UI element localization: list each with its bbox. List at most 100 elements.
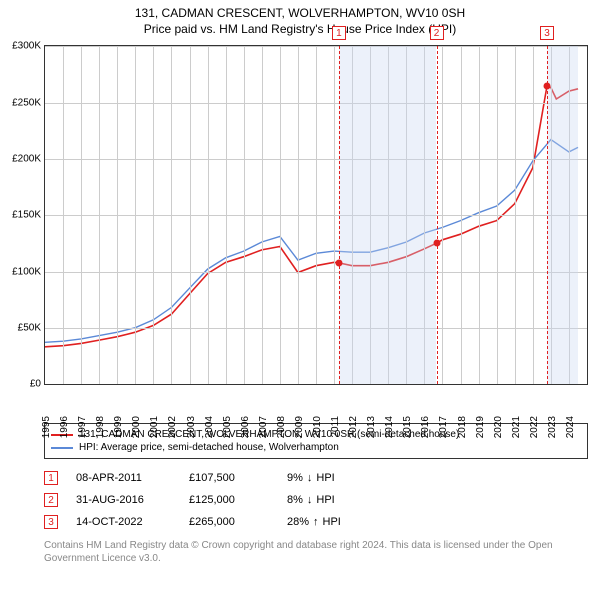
shade-band (547, 46, 578, 384)
gridline-v (226, 46, 227, 384)
x-axis-label: 1998 (92, 416, 106, 438)
y-axis-label: £300K (12, 41, 45, 52)
sales-diff-pct-3: 28% (287, 516, 309, 528)
gridline-v (497, 46, 498, 384)
marker-dot-3 (544, 82, 551, 89)
legend-swatch-hpi (51, 447, 73, 449)
sales-price-1: £107,500 (189, 472, 269, 484)
x-axis-label: 2011 (327, 416, 341, 438)
sales-table: 1 08-APR-2011 £107,500 9% ↓ HPI 2 31-AUG… (44, 467, 588, 533)
x-axis-label: 2005 (219, 416, 233, 438)
sales-date-1: 08-APR-2011 (76, 472, 171, 484)
gridline-v (171, 46, 172, 384)
sales-row-1: 1 08-APR-2011 £107,500 9% ↓ HPI (44, 467, 588, 489)
x-axis-label: 2015 (399, 416, 413, 438)
sales-marker-3: 3 (44, 515, 58, 529)
title-block: 131, CADMAN CRESCENT, WOLVERHAMPTON, WV1… (0, 0, 600, 39)
x-axis-label: 2012 (345, 416, 359, 438)
shade-band (339, 46, 437, 384)
sales-date-2: 31-AUG-2016 (76, 494, 171, 506)
y-axis-label: £0 (30, 379, 45, 390)
gridline-v (99, 46, 100, 384)
marker-dot-1 (335, 260, 342, 267)
y-axis-label: £100K (12, 266, 45, 277)
x-axis-label: 2006 (237, 416, 251, 438)
sales-diff-pct-1: 9% (287, 472, 303, 484)
marker-box-3: 3 (540, 26, 554, 40)
marker-line-1 (339, 46, 340, 384)
marker-box-2: 2 (430, 26, 444, 40)
gridline-v (190, 46, 191, 384)
sales-row-3: 3 14-OCT-2022 £265,000 28% ↑ HPI (44, 511, 588, 533)
x-axis-label: 2020 (490, 416, 504, 438)
gridline-v (316, 46, 317, 384)
sales-price-3: £265,000 (189, 516, 269, 528)
sales-diff-label-3: HPI (323, 516, 341, 528)
x-axis-label: 2002 (164, 416, 178, 438)
gridline-v (515, 46, 516, 384)
x-axis-label: 2014 (381, 416, 395, 438)
gridline-v (262, 46, 263, 384)
gridline-v (298, 46, 299, 384)
gridline-v (461, 46, 462, 384)
x-axis-label: 2018 (454, 416, 468, 438)
gridline-v (135, 46, 136, 384)
x-axis-label: 2003 (183, 416, 197, 438)
x-axis-label: 2019 (472, 416, 486, 438)
arrow-up-icon: ↑ (313, 516, 319, 528)
attribution-text: Contains HM Land Registry data © Crown c… (44, 539, 588, 565)
arrow-down-icon: ↓ (307, 472, 313, 484)
marker-line-2 (437, 46, 438, 384)
chart-subtitle: Price paid vs. HM Land Registry's House … (10, 22, 590, 38)
x-axis-label: 2023 (544, 416, 558, 438)
arrow-down-icon: ↓ (307, 494, 313, 506)
x-axis-label: 2022 (526, 416, 540, 438)
chart-container: 131, CADMAN CRESCENT, WOLVERHAMPTON, WV1… (0, 0, 600, 590)
x-axis-label: 1997 (74, 416, 88, 438)
x-axis-label: 1995 (38, 416, 52, 438)
gridline-v (533, 46, 534, 384)
gridline-v (479, 46, 480, 384)
gridline-v (117, 46, 118, 384)
y-axis-label: £200K (12, 153, 45, 164)
gridline-v (81, 46, 82, 384)
y-axis-label: £250K (12, 97, 45, 108)
x-axis-label: 1996 (56, 416, 70, 438)
gridline-v (280, 46, 281, 384)
sales-marker-2: 2 (44, 493, 58, 507)
y-axis-label: £50K (18, 322, 45, 333)
series-line-property (45, 86, 578, 347)
x-axis-label: 2001 (146, 416, 160, 438)
sales-diff-label-2: HPI (316, 494, 334, 506)
x-axis-label: 2021 (508, 416, 522, 438)
sales-diff-pct-2: 8% (287, 494, 303, 506)
x-axis-label: 2017 (435, 416, 449, 438)
gridline-v (334, 46, 335, 384)
x-axis-label: 1999 (110, 416, 124, 438)
sales-diff-label-1: HPI (316, 472, 334, 484)
x-axis-label: 2024 (562, 416, 576, 438)
chart-title: 131, CADMAN CRESCENT, WOLVERHAMPTON, WV1… (10, 6, 590, 22)
gridline-v (208, 46, 209, 384)
series-line-hpi (45, 140, 578, 343)
sales-diff-3: 28% ↑ HPI (287, 516, 377, 528)
x-axis-label: 2013 (363, 416, 377, 438)
x-axis-label: 2008 (273, 416, 287, 438)
sales-row-2: 2 31-AUG-2016 £125,000 8% ↓ HPI (44, 489, 588, 511)
sales-marker-1: 1 (44, 471, 58, 485)
x-axis-label: 2007 (255, 416, 269, 438)
x-axis-label: 2000 (128, 416, 142, 438)
gridline-v (153, 46, 154, 384)
y-axis-label: £150K (12, 210, 45, 221)
marker-line-3 (547, 46, 548, 384)
x-axis-label: 2016 (417, 416, 431, 438)
gridline-v (442, 46, 443, 384)
sales-price-2: £125,000 (189, 494, 269, 506)
sales-diff-2: 8% ↓ HPI (287, 494, 377, 506)
legend-item-hpi: HPI: Average price, semi-detached house,… (51, 441, 581, 454)
marker-dot-2 (433, 240, 440, 247)
gridline-v (244, 46, 245, 384)
marker-box-1: 1 (332, 26, 346, 40)
x-axis-label: 2010 (309, 416, 323, 438)
sales-diff-1: 9% ↓ HPI (287, 472, 377, 484)
